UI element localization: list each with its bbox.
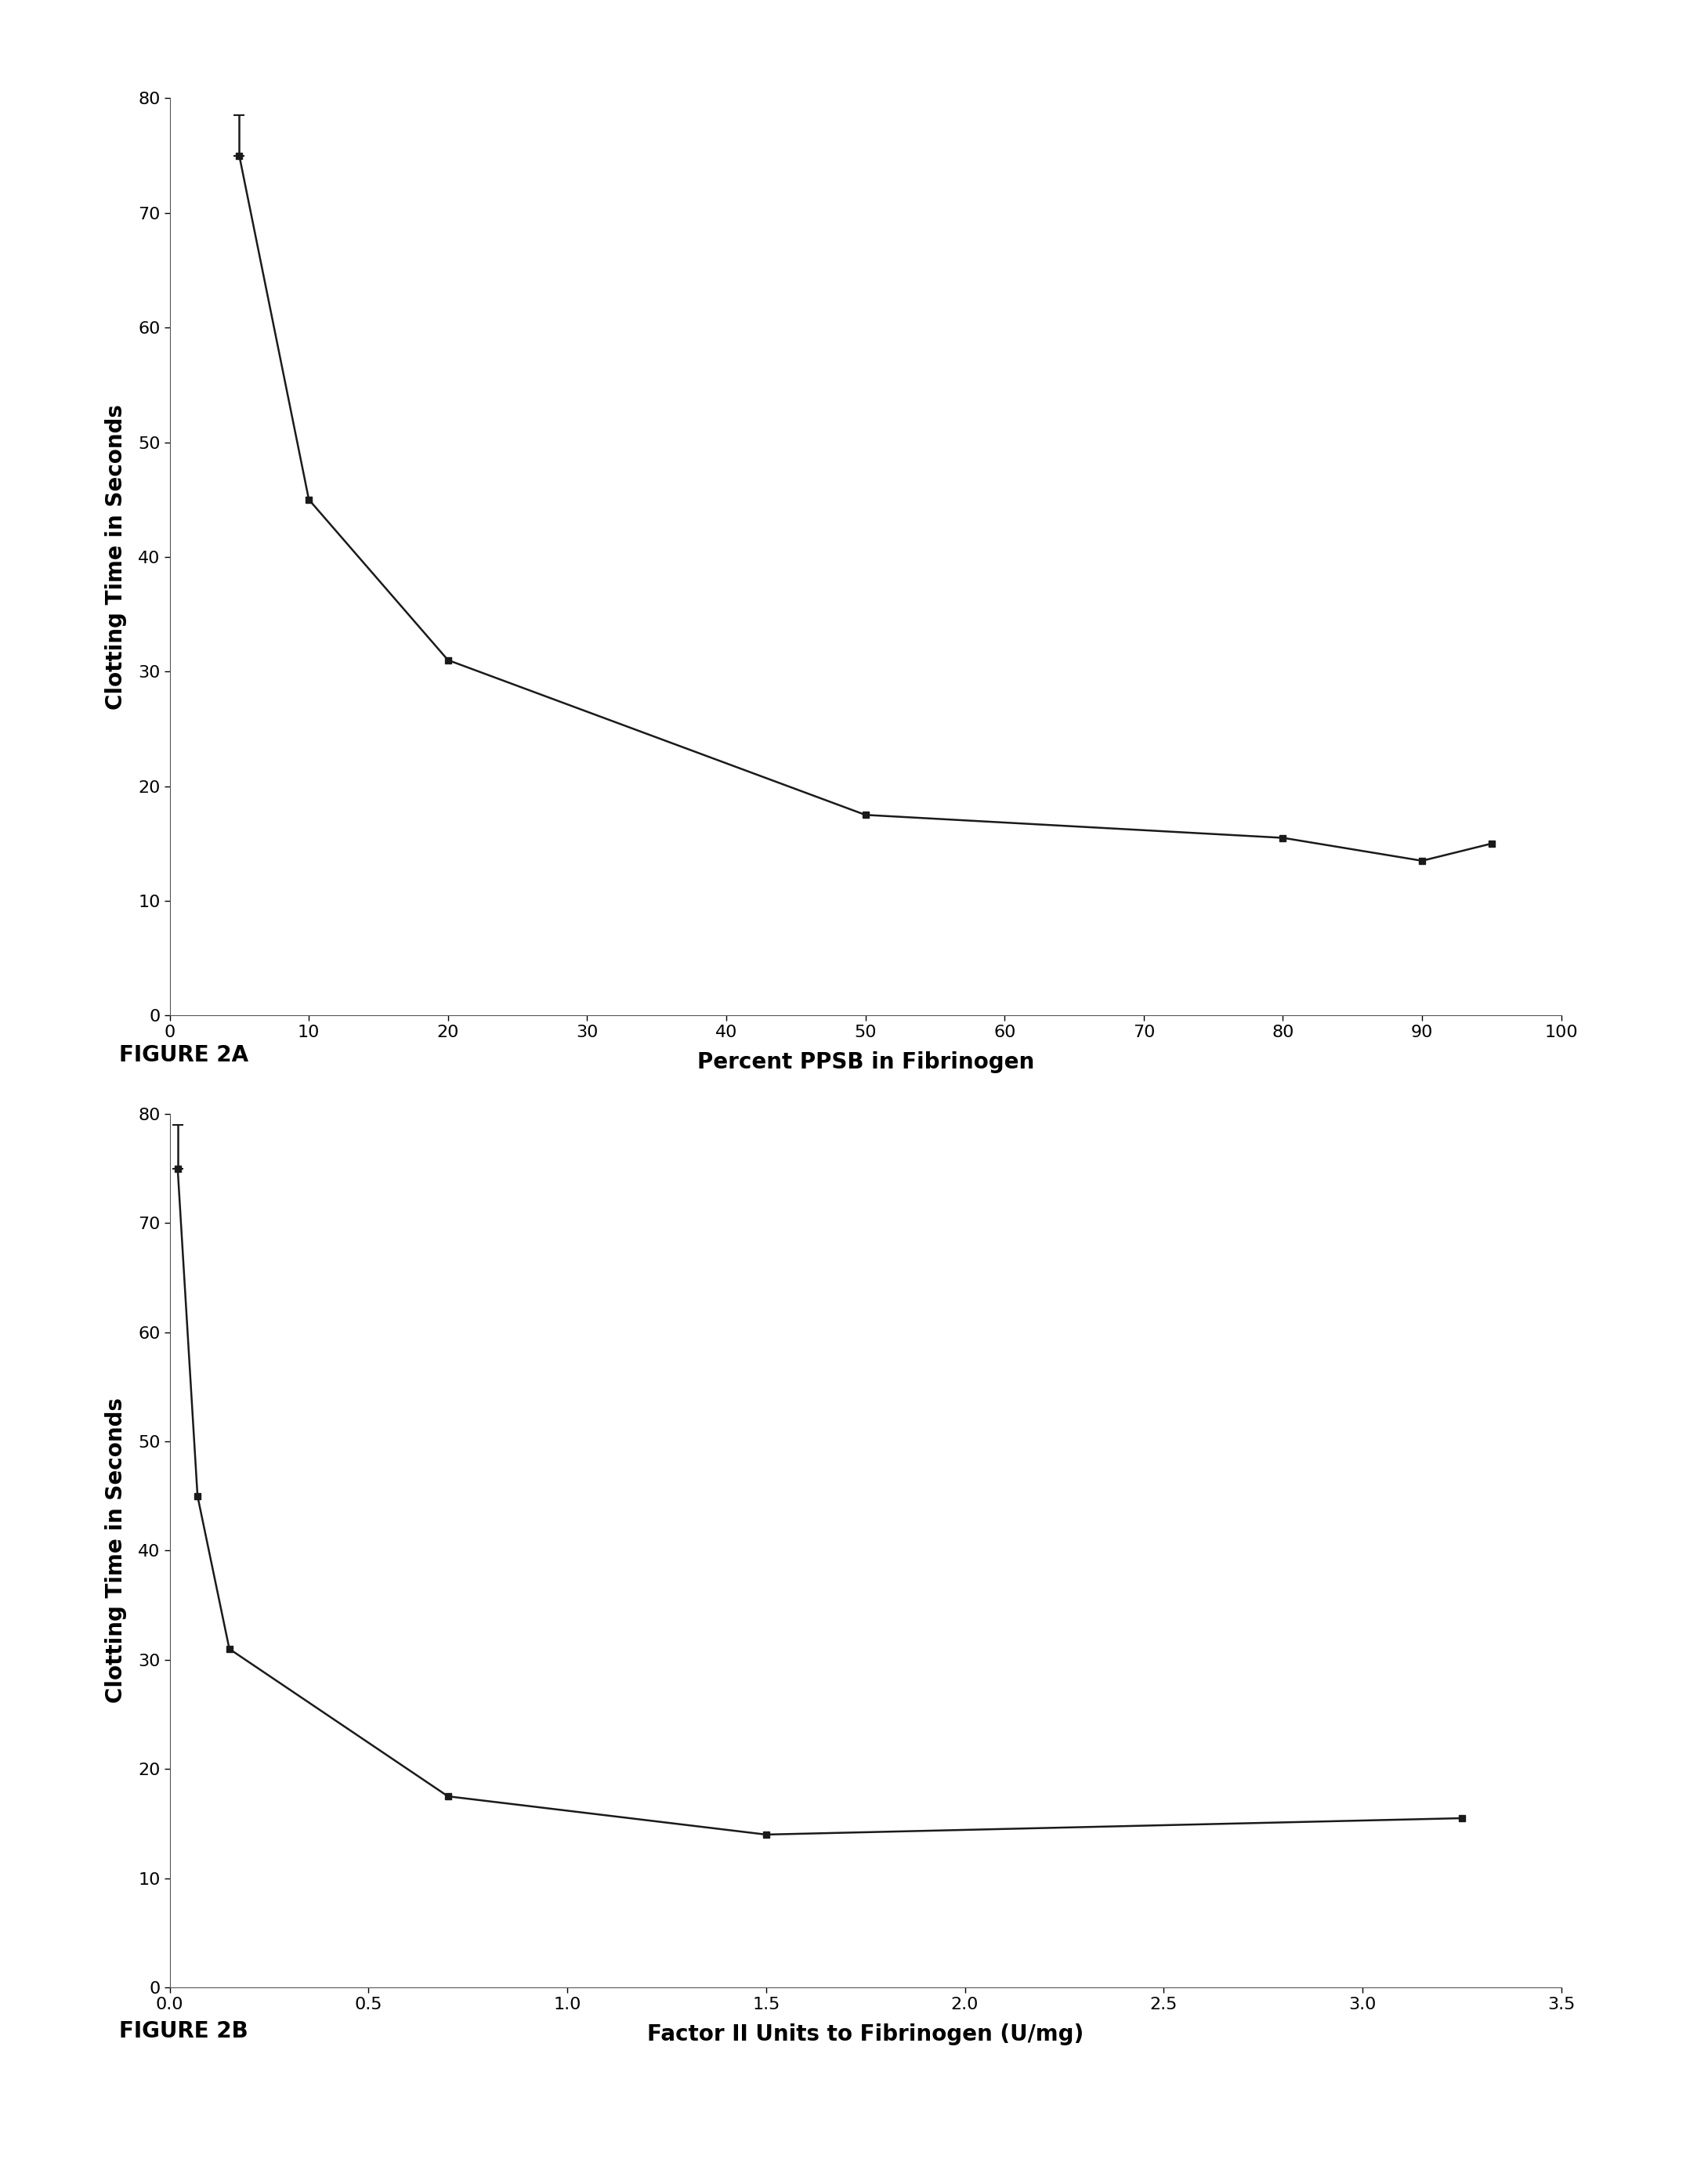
Y-axis label: Clotting Time in Seconds: Clotting Time in Seconds [105, 1398, 127, 1704]
Y-axis label: Clotting Time in Seconds: Clotting Time in Seconds [105, 404, 127, 710]
Text: FIGURE 2A: FIGURE 2A [119, 1044, 248, 1066]
X-axis label: Factor II Units to Fibrinogen (U/mg): Factor II Units to Fibrinogen (U/mg) [647, 2022, 1084, 2044]
X-axis label: Percent PPSB in Fibrinogen: Percent PPSB in Fibrinogen [697, 1051, 1033, 1072]
Text: FIGURE 2B: FIGURE 2B [119, 2020, 248, 2042]
